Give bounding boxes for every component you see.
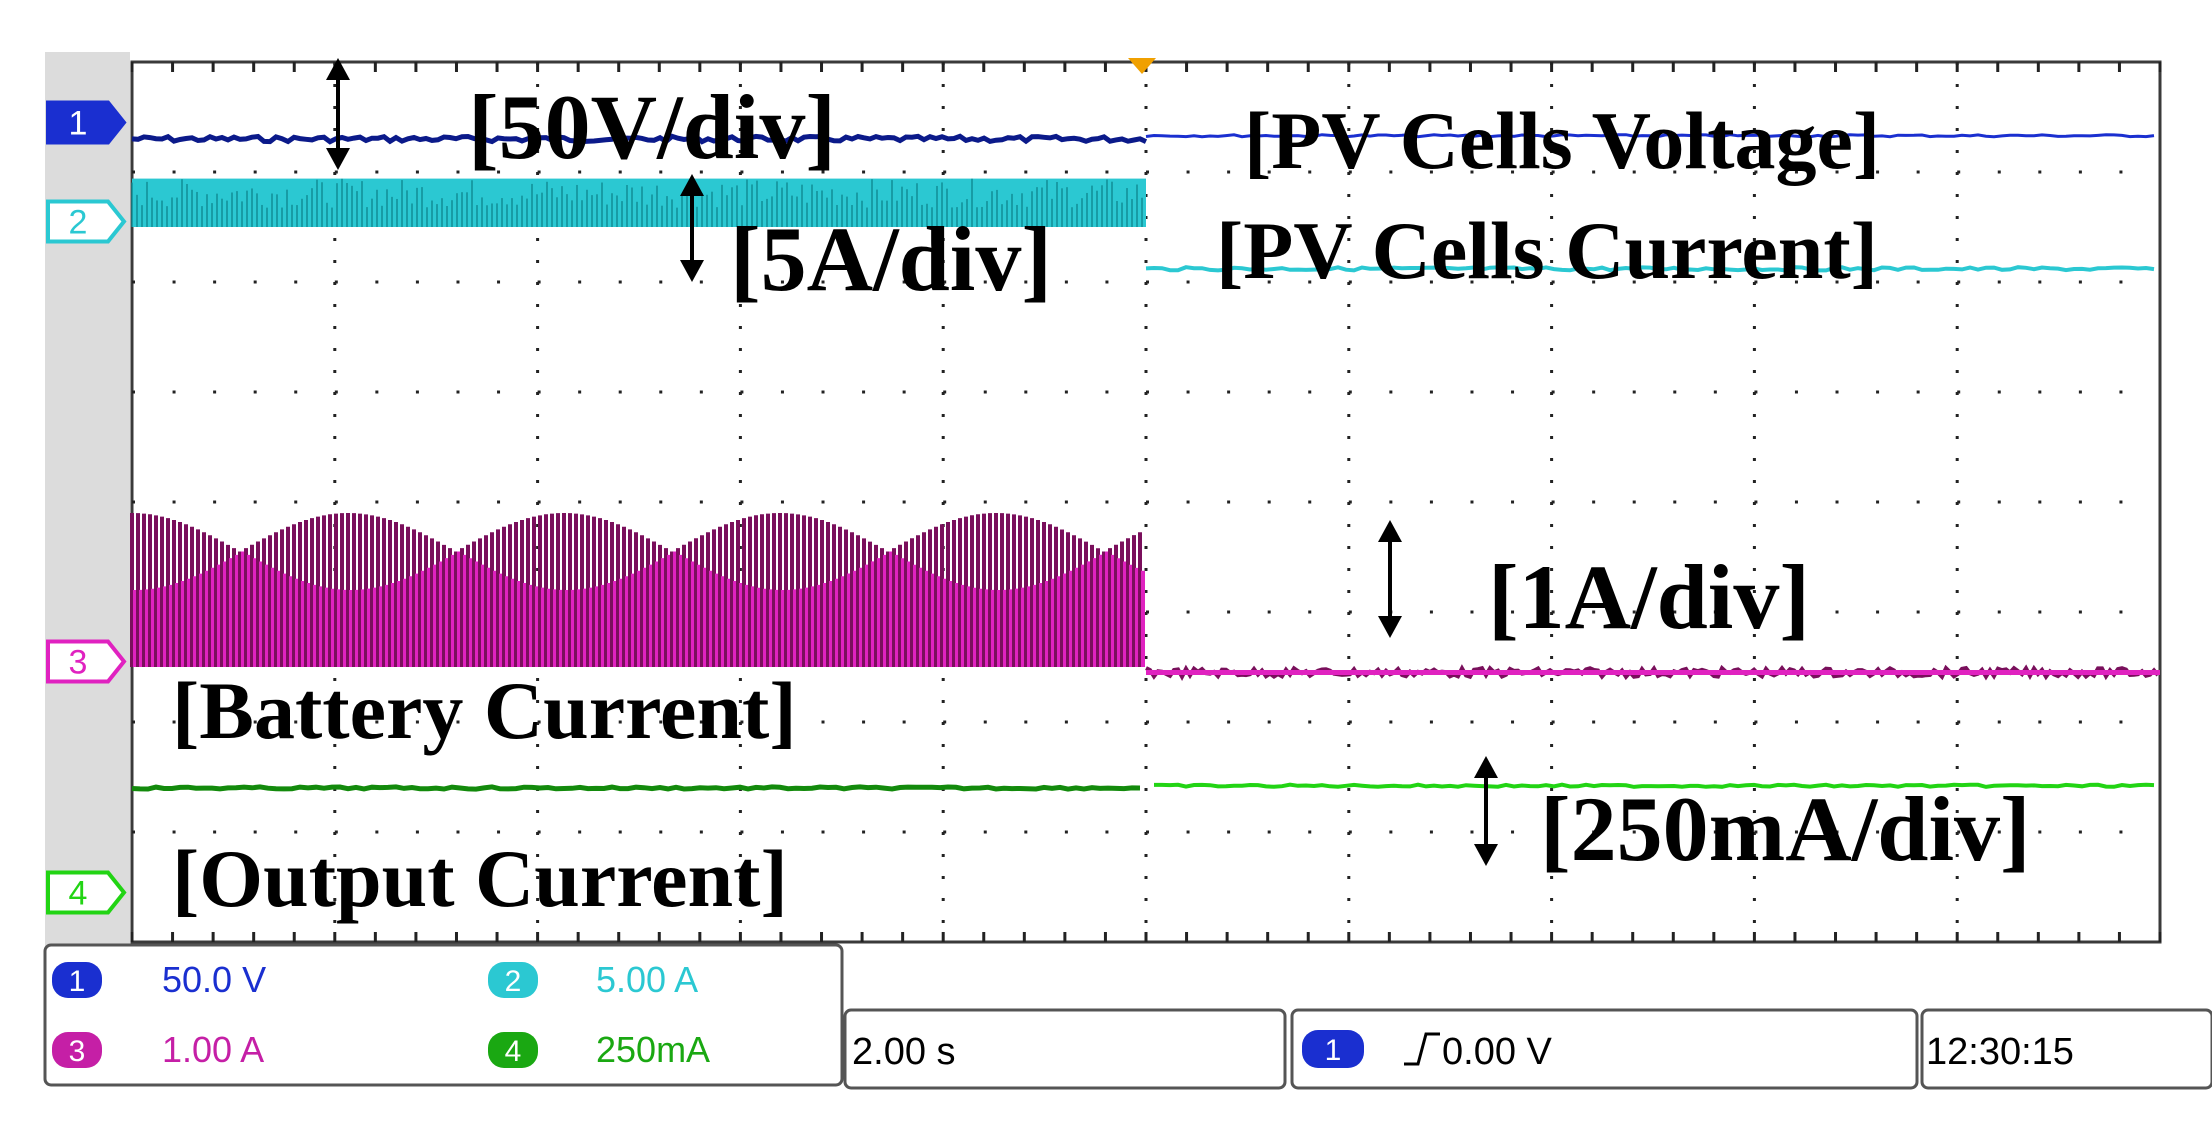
ch4-marker-shape xyxy=(46,870,127,915)
ch3-name-label: [Battery Current] xyxy=(172,665,797,756)
ch2-badge-number: 2 xyxy=(505,965,522,998)
ch3-scale-label: [1A/div] xyxy=(1488,546,1810,648)
channel-marker-strip xyxy=(45,52,130,952)
trigger-level-value: 0.00 V xyxy=(1442,1031,1553,1073)
ch4-marker-number: 4 xyxy=(69,875,88,913)
rising-edge-icon xyxy=(1404,1032,1440,1066)
trace-ch4-pre-trigger xyxy=(131,784,1141,792)
channel-marker-ch4: 4 xyxy=(46,870,127,915)
ch4-scale-readout[interactable]: 4 250mA xyxy=(488,1029,710,1070)
grid xyxy=(130,62,2162,942)
ch2-badge xyxy=(488,962,538,998)
annotation-arrow-ch4 xyxy=(1474,756,1498,866)
trigger-source-number: 1 xyxy=(1325,1034,1342,1067)
ch4-badge-number: 4 xyxy=(505,1035,522,1068)
annotation-arrow-ch2 xyxy=(680,174,704,282)
clock-box xyxy=(1920,1008,2212,1090)
clock-readout: 12:30:15 xyxy=(1920,1008,2212,1090)
trace-ch1-pre-trigger xyxy=(131,133,1148,145)
ch1-scale-label: [50V/div] xyxy=(468,76,836,178)
ch2-scale-value: 5.00 A xyxy=(596,959,698,1000)
ch2-scale-readout[interactable]: 2 5.00 A xyxy=(488,959,698,1000)
timebase-value: 2.00 s xyxy=(852,1031,956,1073)
ch4-scale-value: 250mA xyxy=(596,1029,710,1070)
trigger-position-marker xyxy=(1128,58,1156,74)
ch2-name-label: [PV Cells Current] xyxy=(1216,205,1878,296)
status-bar: 1 50.0 V 2 5.00 A 3 1.00 A 4 250mA 2.00 … xyxy=(43,943,2212,1090)
ch1-badge xyxy=(52,962,102,998)
channel-markers: 1 2 3 4 xyxy=(46,100,127,915)
ch2-marker-number: 2 xyxy=(69,204,88,242)
timebase-box xyxy=(843,1008,1287,1090)
trace-ch2-ripple xyxy=(131,178,1143,227)
ch4-scale-label: [250mA/div] xyxy=(1540,778,2031,880)
trigger-box xyxy=(1290,1008,1919,1090)
trace-ch3-envelope xyxy=(130,513,1145,667)
plot-area xyxy=(130,60,2162,944)
ch1-scale-value: 50.0 V xyxy=(162,959,266,1000)
channel-scale-panel xyxy=(43,943,844,1087)
ch3-scale-value: 1.00 A xyxy=(162,1029,264,1070)
ch1-scale-readout[interactable]: 1 50.0 V xyxy=(52,959,266,1000)
trace-ch2-post-trigger xyxy=(1145,265,2155,273)
ch1-marker-shape xyxy=(46,100,127,145)
channel-marker-ch1: 1 xyxy=(46,100,127,145)
ch3-badge xyxy=(52,1032,102,1068)
ch3-marker-shape xyxy=(46,639,127,684)
ch3-marker-number: 3 xyxy=(69,644,88,682)
ch2-scale-label: [5A/div] xyxy=(730,208,1052,310)
ch2-marker-shape xyxy=(46,199,127,244)
ch1-name-label: [PV Cells Voltage] xyxy=(1244,95,1880,186)
annotation-arrow-ch3 xyxy=(1378,520,1402,638)
ch4-badge xyxy=(488,1032,538,1068)
clock-value: 12:30:15 xyxy=(1926,1031,2074,1073)
trigger-readout[interactable]: 1 0.00 V xyxy=(1290,1008,1919,1090)
ch1-marker-number: 1 xyxy=(69,105,88,143)
channel-marker-ch3: 3 xyxy=(46,639,127,684)
ch3-badge-number: 3 xyxy=(69,1035,86,1068)
channel-marker-ch2: 2 xyxy=(46,199,127,244)
timebase-readout[interactable]: 2.00 s xyxy=(843,1008,1287,1090)
ch4-name-label: [Output Current] xyxy=(172,833,788,924)
ch1-badge-number: 1 xyxy=(69,965,86,998)
trace-ch1-post-trigger xyxy=(1145,133,2155,139)
ch3-scale-readout[interactable]: 3 1.00 A xyxy=(52,1029,264,1070)
annotation-arrow-ch1 xyxy=(326,58,350,170)
trace-ch4-post-trigger xyxy=(1154,782,2155,789)
trigger-source-badge xyxy=(1302,1030,1364,1068)
